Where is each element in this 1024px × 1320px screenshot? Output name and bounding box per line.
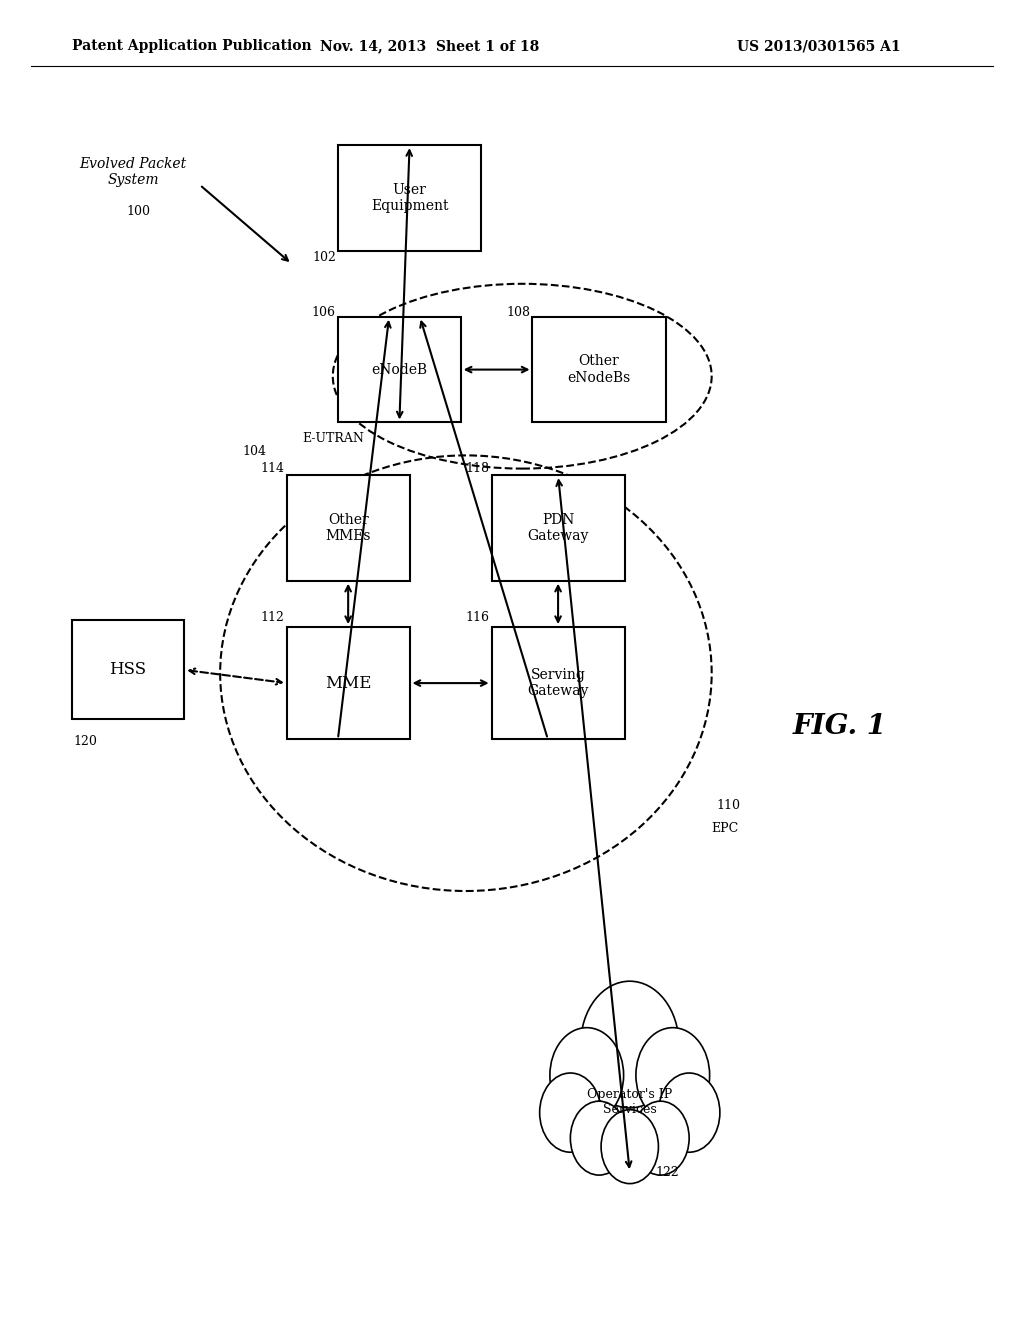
FancyBboxPatch shape (287, 475, 410, 581)
Text: Operator's IP
Services: Operator's IP Services (587, 1088, 673, 1117)
Text: 104: 104 (243, 445, 266, 458)
Circle shape (550, 1028, 624, 1123)
Circle shape (632, 1101, 689, 1175)
Text: 102: 102 (312, 251, 336, 264)
Text: HSS: HSS (110, 661, 146, 678)
FancyBboxPatch shape (338, 145, 481, 251)
Circle shape (570, 1101, 628, 1175)
Circle shape (581, 981, 679, 1107)
Text: Serving
Gateway: Serving Gateway (527, 668, 589, 698)
Text: 106: 106 (312, 306, 336, 319)
Text: 122: 122 (655, 1166, 679, 1179)
Circle shape (658, 1073, 720, 1152)
Text: MME: MME (325, 675, 372, 692)
Text: US 2013/0301565 A1: US 2013/0301565 A1 (737, 40, 901, 53)
FancyBboxPatch shape (287, 627, 410, 739)
FancyBboxPatch shape (338, 317, 461, 422)
Text: EPC: EPC (712, 822, 739, 836)
Text: 112: 112 (261, 611, 285, 624)
Circle shape (601, 1110, 658, 1184)
FancyBboxPatch shape (492, 475, 625, 581)
Circle shape (540, 1073, 601, 1152)
FancyBboxPatch shape (492, 627, 625, 739)
Text: Other
MMEs: Other MMEs (326, 513, 371, 543)
Text: 114: 114 (261, 462, 285, 475)
FancyBboxPatch shape (532, 317, 666, 422)
Text: 120: 120 (74, 735, 97, 748)
Text: Other
eNodeBs: Other eNodeBs (567, 355, 631, 384)
FancyBboxPatch shape (72, 620, 184, 719)
Text: PDN
Gateway: PDN Gateway (527, 513, 589, 543)
Text: User
Equipment: User Equipment (371, 183, 449, 213)
Text: 110: 110 (717, 799, 740, 812)
Text: 108: 108 (507, 306, 530, 319)
Text: E-UTRAN: E-UTRAN (302, 432, 364, 445)
Text: 118: 118 (466, 462, 489, 475)
Circle shape (636, 1028, 710, 1123)
Text: Patent Application Publication: Patent Application Publication (72, 40, 311, 53)
Text: FIG. 1: FIG. 1 (793, 713, 887, 739)
Text: 116: 116 (466, 611, 489, 624)
Text: Evolved Packet
System: Evolved Packet System (80, 157, 186, 186)
Text: eNodeB: eNodeB (372, 363, 427, 376)
Text: 100: 100 (126, 205, 151, 218)
Text: Nov. 14, 2013  Sheet 1 of 18: Nov. 14, 2013 Sheet 1 of 18 (321, 40, 540, 53)
